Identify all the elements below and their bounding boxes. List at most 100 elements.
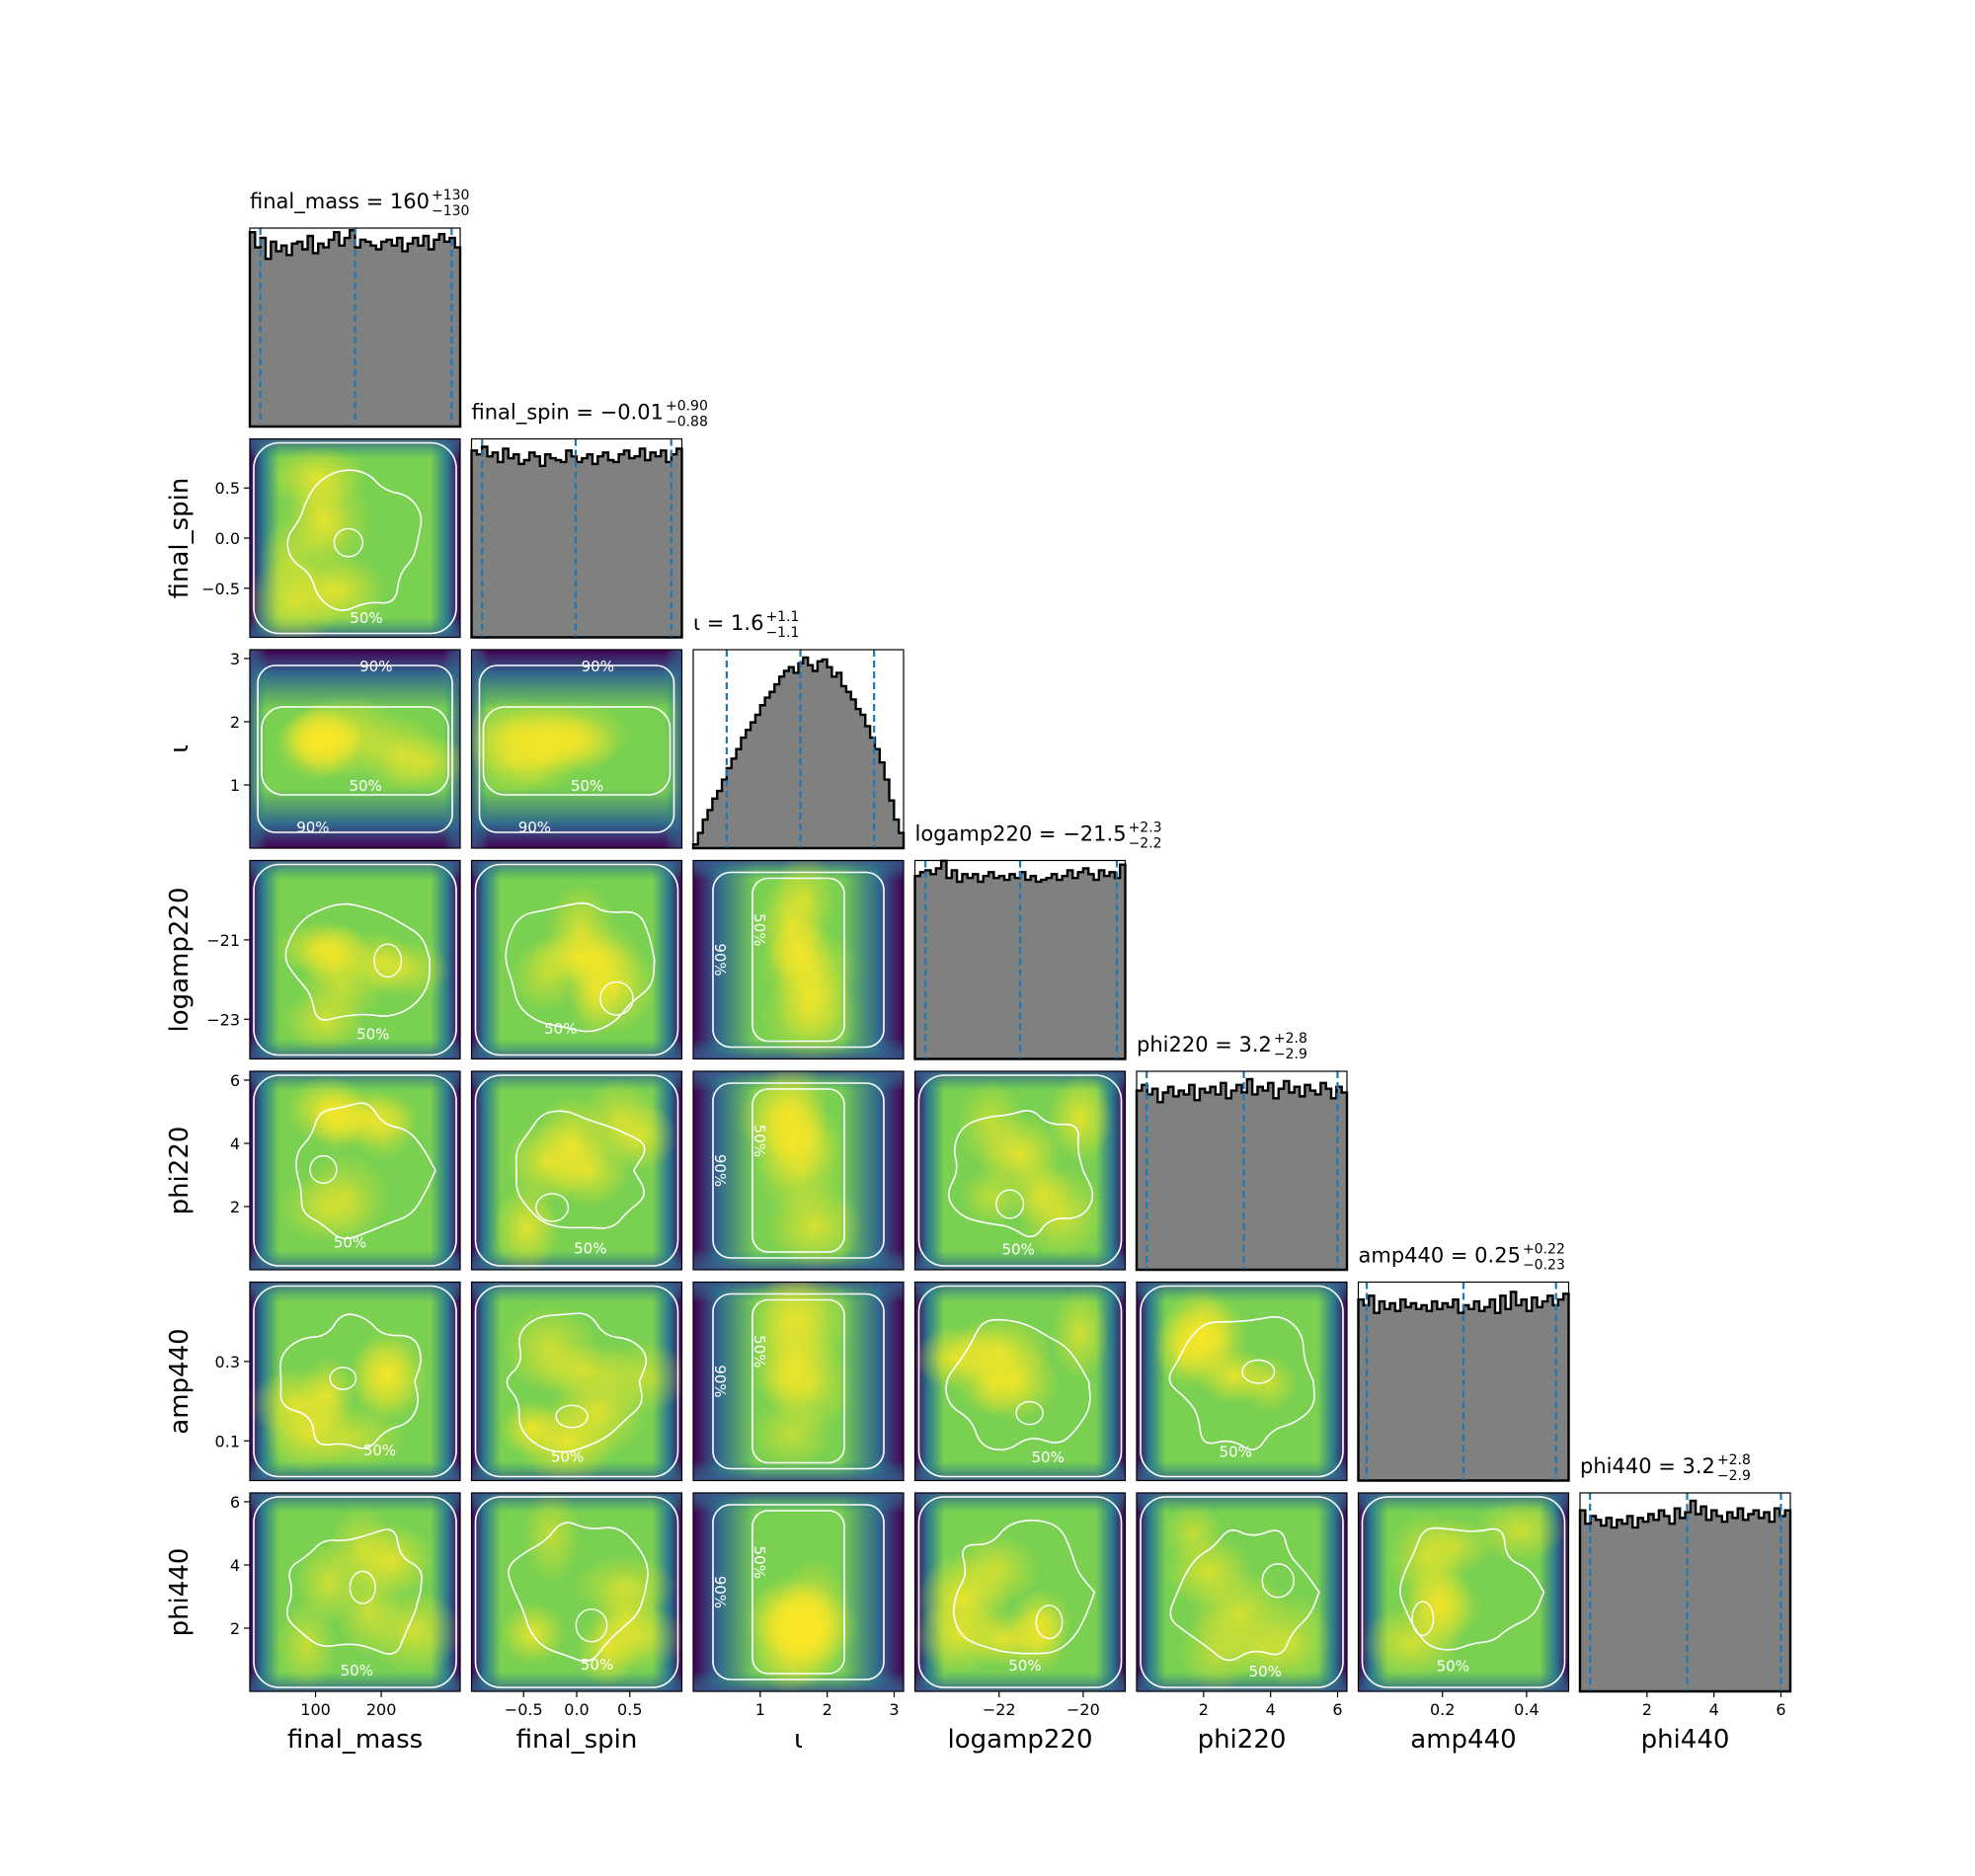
title-plus: +0.90 bbox=[666, 399, 708, 415]
histogram-iota: ι = 1.6 +1.1−1.1 bbox=[691, 609, 906, 850]
density-panel-final_mass-vs-iota: 90% 50% 90% bbox=[249, 649, 461, 849]
x-tick-label: −22 bbox=[983, 1700, 1016, 1719]
density-peak bbox=[1473, 1498, 1566, 1563]
x-axis-label: amp440 bbox=[1410, 1725, 1516, 1755]
x-tick-label: 3 bbox=[889, 1700, 899, 1719]
histogram-title: logamp220 = −21.5 +2.3−2.2 bbox=[915, 821, 1162, 852]
density-panel-iota-vs-phi220: 90% 50% bbox=[692, 1070, 905, 1271]
x-tick-label: 6 bbox=[1776, 1700, 1785, 1719]
contour-50 bbox=[751, 1510, 845, 1675]
panel-frame bbox=[249, 649, 461, 849]
y-tick-label: 4 bbox=[230, 1556, 240, 1575]
density-peak bbox=[280, 471, 372, 570]
contour-90 bbox=[917, 1074, 1123, 1267]
contour-label-50: 50% bbox=[341, 1662, 373, 1680]
panel-frame bbox=[470, 1070, 683, 1271]
contour-50 bbox=[1399, 1526, 1545, 1651]
y-tick-label: 2 bbox=[230, 1198, 240, 1216]
density-peak bbox=[755, 1118, 845, 1219]
histogram-title: final_mass = 160 +130−130 bbox=[250, 188, 469, 219]
density-peak bbox=[948, 1315, 1052, 1387]
histogram-title: phi220 = 3.2 +2.8−2.9 bbox=[1137, 1031, 1307, 1062]
x-axis-logamp220: −22 −20 logamp220 bbox=[947, 1691, 1100, 1755]
y-axis-logamp220: −21 −23 logamp220 bbox=[165, 887, 250, 1033]
contour-50 bbox=[285, 1528, 423, 1655]
panel-frame bbox=[1357, 1492, 1570, 1692]
y-tick-label: 3 bbox=[230, 650, 240, 668]
contour-label-90b: 90% bbox=[518, 819, 551, 836]
panel-frame bbox=[692, 1070, 905, 1271]
contour-label-90: 90% bbox=[711, 1365, 729, 1397]
contour-50-island bbox=[1035, 1604, 1064, 1640]
density-peak bbox=[309, 1086, 367, 1153]
contour-50 bbox=[953, 1520, 1096, 1655]
panel-frame bbox=[913, 1281, 1127, 1482]
panel-frame bbox=[470, 437, 683, 639]
density-panel-phi220-vs-phi440: 50% bbox=[1136, 1492, 1348, 1692]
y-tick-label: 2 bbox=[230, 713, 240, 732]
histogram-final_mass: final_mass = 160 +130−130 bbox=[248, 188, 469, 429]
contour-50 bbox=[945, 1318, 1091, 1451]
contour-90 bbox=[474, 863, 679, 1056]
x-axis-label: final_mass bbox=[287, 1725, 423, 1755]
contour-90 bbox=[1140, 1496, 1344, 1688]
contour-label-50: 50% bbox=[750, 1335, 768, 1368]
contour-label-50: 50% bbox=[350, 609, 382, 627]
contour-50 bbox=[286, 469, 423, 611]
histogram-title: ι = 1.6 +1.1−1.1 bbox=[693, 609, 799, 641]
histogram-final_spin: final_spin = −0.01 +0.90−0.88 bbox=[470, 399, 708, 639]
density-panel-final_spin-vs-amp440: 50% bbox=[470, 1281, 683, 1482]
histogram-amp440: amp440 = 0.25 +0.22−0.23 bbox=[1357, 1242, 1570, 1482]
contour-50-island bbox=[1241, 1359, 1276, 1384]
histogram-title: amp440 = 0.25 +0.22−0.23 bbox=[1359, 1242, 1565, 1274]
density-peak bbox=[530, 1342, 638, 1398]
x-axis-final_mass: 100 200 final_mass bbox=[287, 1691, 423, 1755]
panel-frame bbox=[1136, 1492, 1348, 1692]
density-peak bbox=[471, 698, 570, 777]
panel-frame bbox=[692, 649, 905, 849]
density-peak bbox=[494, 1183, 561, 1270]
panel-frame bbox=[1136, 1070, 1348, 1271]
contour-50-island bbox=[329, 1367, 357, 1390]
density-panel-final_mass-vs-logamp220: 50% bbox=[249, 859, 461, 1060]
contour-50-island bbox=[373, 943, 403, 978]
y-tick-label: 0.3 bbox=[215, 1353, 240, 1371]
panel-frame bbox=[913, 1070, 1127, 1271]
contour-50-island bbox=[1015, 1400, 1044, 1426]
contour-90 bbox=[712, 1292, 885, 1470]
title-minus: −2.2 bbox=[1129, 836, 1162, 852]
x-axis-amp440: 0.2 0.4 amp440 bbox=[1410, 1691, 1540, 1755]
density-panel-logamp220-vs-phi220: 50% bbox=[913, 1070, 1127, 1271]
x-axis-final_spin: −0.5 0.0 0.5 final_spin bbox=[505, 1691, 643, 1755]
density-peak bbox=[569, 940, 658, 1034]
contour-90 bbox=[474, 1496, 679, 1688]
density-peak bbox=[593, 1604, 682, 1671]
panel-frame bbox=[470, 859, 683, 1060]
panel-frame bbox=[913, 1492, 1127, 1692]
y-axis-amp440: 0.3 0.1 amp440 bbox=[165, 1328, 250, 1450]
contour-label-50: 50% bbox=[1008, 1657, 1041, 1675]
density-panel-amp440-vs-phi440: 50% bbox=[1357, 1492, 1570, 1692]
contour-50-island bbox=[599, 980, 634, 1016]
density-peak bbox=[573, 1555, 678, 1616]
contour-label-50: 50% bbox=[544, 1020, 577, 1038]
histogram-bars bbox=[1135, 1077, 1349, 1272]
contour-label-50: 50% bbox=[571, 777, 603, 795]
histogram-bars bbox=[691, 656, 906, 850]
contour-50 bbox=[284, 902, 431, 1021]
y-axis-label: logamp220 bbox=[165, 887, 195, 1032]
contour-label-90: 90% bbox=[711, 1154, 729, 1187]
histogram-phi440: phi440 = 3.2 +2.8−2.9 bbox=[1578, 1452, 1792, 1693]
density-peak bbox=[288, 695, 406, 779]
title-main: ι = 1.6 bbox=[693, 611, 763, 635]
contour-label-50: 50% bbox=[1032, 1448, 1065, 1466]
title-main: final_spin = −0.01 bbox=[472, 401, 664, 426]
title-minus: −0.88 bbox=[666, 415, 708, 430]
y-tick-label: −0.5 bbox=[201, 580, 240, 598]
title-minus: −2.9 bbox=[1274, 1047, 1307, 1062]
density-peak bbox=[379, 734, 460, 793]
density-panel-iota-vs-logamp220: 90% 50% bbox=[692, 859, 905, 1060]
contour-50 bbox=[295, 1102, 436, 1240]
density-peak bbox=[750, 1282, 831, 1374]
panel-frame bbox=[692, 859, 905, 1060]
